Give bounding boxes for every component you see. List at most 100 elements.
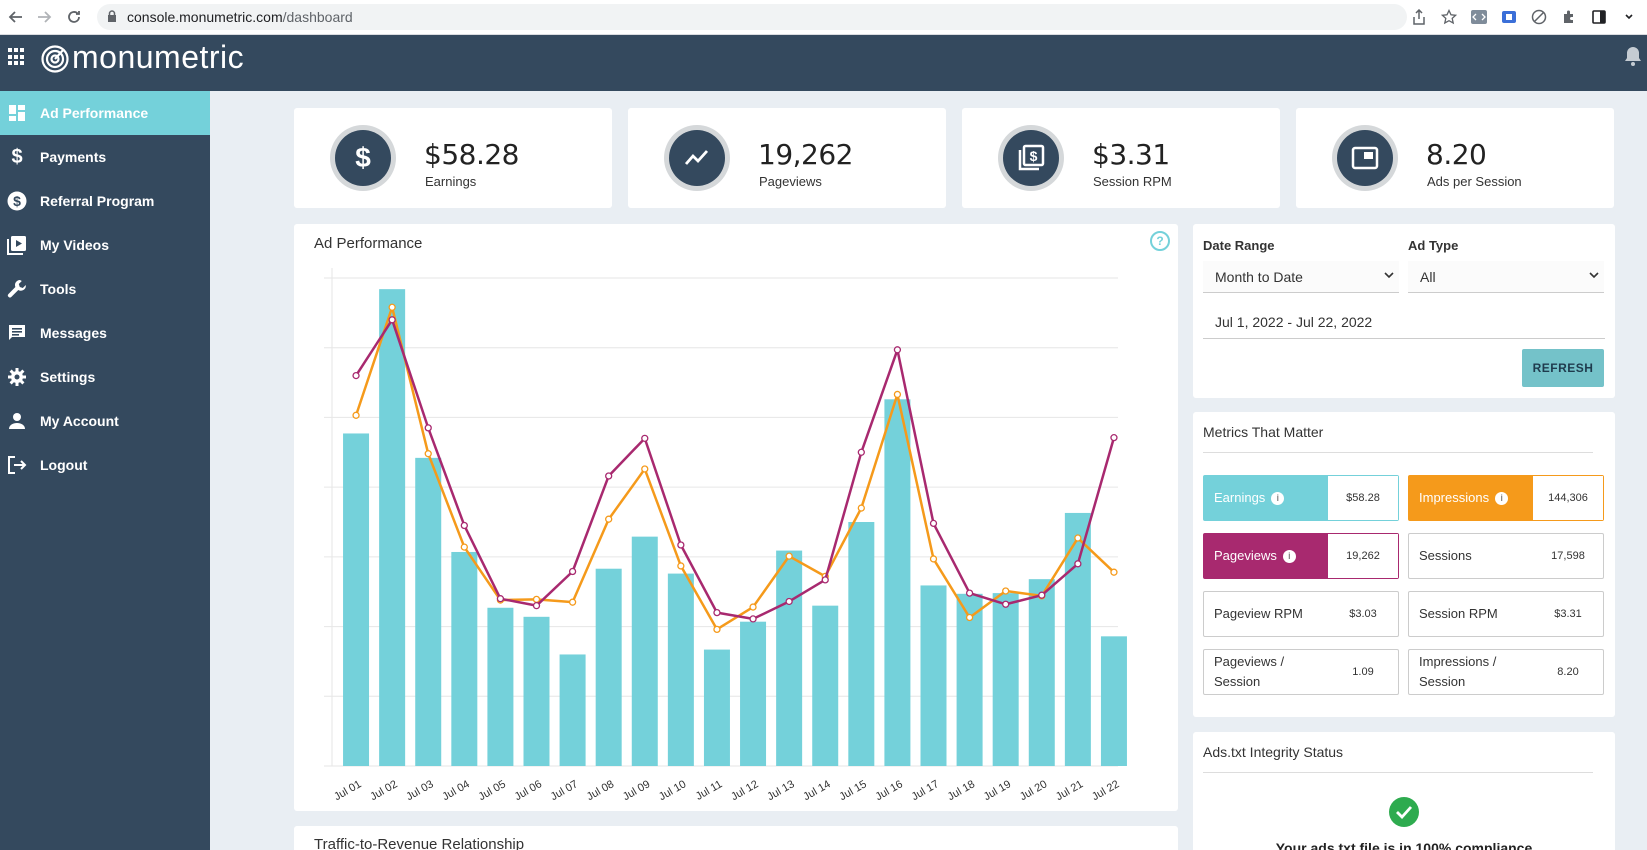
stat-label: Earnings xyxy=(425,174,477,189)
url-host: console.monumetric.com xyxy=(127,9,283,25)
stat-value: 19,262 xyxy=(758,138,853,171)
refresh-button[interactable]: REFRESH xyxy=(1522,349,1604,387)
chart-point xyxy=(1074,560,1082,568)
metric-earnings[interactable]: Earnings i $58.28 xyxy=(1203,475,1399,521)
sidebar-item-tools[interactable]: Tools xyxy=(0,267,210,311)
bookmark-star-icon[interactable] xyxy=(1439,7,1459,27)
chart-point xyxy=(388,316,396,324)
sidebar-item-messages[interactable]: Messages xyxy=(0,311,210,355)
notification-bell-icon[interactable] xyxy=(1623,45,1643,67)
svg-text:$: $ xyxy=(13,193,21,209)
message-icon xyxy=(6,322,28,344)
metric-session-rpm[interactable]: Session RPM $3.31 xyxy=(1408,591,1604,637)
metric-impressions[interactable]: Impressions i 144,306 xyxy=(1408,475,1604,521)
sidebar-item-logout[interactable]: Logout xyxy=(0,443,210,487)
back-icon[interactable] xyxy=(4,5,28,29)
chart-bar xyxy=(451,551,478,766)
metric-value: 17,598 xyxy=(1551,550,1585,562)
chart-bar xyxy=(703,649,730,766)
info-icon[interactable]: i xyxy=(1495,491,1509,505)
chart-point xyxy=(532,602,541,610)
metric-name: Earnings xyxy=(1214,490,1266,505)
chart-bar xyxy=(884,399,911,766)
panel-title: Traffic-to-Revenue Relationship xyxy=(314,836,525,850)
sidebar-item-my-account[interactable]: My Account xyxy=(0,399,210,443)
chart-bar xyxy=(1028,579,1055,766)
sidebar-item-label: My Account xyxy=(40,413,119,429)
apps-grid-icon[interactable] xyxy=(8,48,26,66)
chart-point xyxy=(785,597,793,606)
chart-bar xyxy=(415,457,442,766)
chart-bar xyxy=(740,621,767,766)
chart-bar xyxy=(631,536,658,766)
puzzle-extensions-icon[interactable] xyxy=(1559,7,1579,27)
metric-sessions[interactable]: Sessions 17,598 xyxy=(1408,533,1604,579)
chart-point xyxy=(352,371,360,380)
stat-icon-ring: $ xyxy=(998,125,1064,191)
sidebar-item-my-videos[interactable]: My Videos xyxy=(0,223,210,267)
metric-pageview-rpm[interactable]: Pageview RPM $3.03 xyxy=(1203,591,1399,637)
sidebar-item-referral-program[interactable]: $ Referral Program xyxy=(0,179,210,223)
help-question-icon[interactable]: ? xyxy=(1150,231,1170,251)
sidebar-item-label: Ad Performance xyxy=(40,105,149,121)
address-bar[interactable]: console.monumetric.com/dashboard xyxy=(97,4,1407,30)
sidebar-item-payments[interactable]: $ Payments xyxy=(0,135,210,179)
gear-icon xyxy=(6,366,28,388)
share-icon[interactable] xyxy=(1409,7,1429,27)
info-icon[interactable]: i xyxy=(1271,491,1285,505)
x-tick-label: Jul 16 xyxy=(873,778,904,803)
x-tick-label: Jul 06 xyxy=(513,778,544,803)
metric-name: Impressions xyxy=(1419,490,1490,505)
extension-blue-icon[interactable] xyxy=(1499,7,1519,27)
forward-icon[interactable] xyxy=(32,5,56,29)
chart-point xyxy=(1110,568,1118,576)
x-tick-label: Jul 01 xyxy=(332,778,363,803)
metric-pageviews-per-session[interactable]: Pageviews / Session 1.09 xyxy=(1203,649,1399,695)
x-tick-label: Jul 13 xyxy=(765,778,796,803)
ad-performance-chart: Jul 01 Jul 02 Jul 03 Jul 04 Jul 05 Jul 06 Jul … xyxy=(324,268,1127,803)
info-icon[interactable]: i xyxy=(1282,549,1296,563)
ad-type-select[interactable]: All xyxy=(1408,261,1604,293)
chart-point xyxy=(929,555,938,563)
chart-point xyxy=(713,625,721,634)
chart-bar xyxy=(667,573,694,766)
chevron-down-icon xyxy=(1588,269,1600,284)
chart-point xyxy=(532,595,541,604)
dollar-circle-icon: $ xyxy=(6,190,28,212)
metric-name: Sessions xyxy=(1419,548,1472,563)
traffic-revenue-panel xyxy=(294,826,1178,850)
chart-bar xyxy=(812,605,839,766)
chart-point xyxy=(424,450,432,458)
dashboard-icon xyxy=(6,102,28,124)
metric-impressions-per-session[interactable]: Impressions / Session 8.20 xyxy=(1408,649,1604,695)
profile-menu-icon[interactable] xyxy=(1619,7,1639,27)
sidebar-item-settings[interactable]: Settings xyxy=(0,355,210,399)
blocked-circle-icon[interactable] xyxy=(1529,7,1549,27)
lock-icon xyxy=(107,9,117,25)
metric-pageviews[interactable]: Pageviews i 19,262 xyxy=(1203,533,1399,579)
stat-card-session-rpm: $ $3.31 Session RPM xyxy=(962,108,1280,208)
code-extension-icon[interactable] xyxy=(1469,7,1489,27)
ads-txt-status: Your ads.txt file is in 100% compliance xyxy=(1275,840,1533,850)
chart-point xyxy=(965,613,974,622)
x-tick-label: Jul 02 xyxy=(368,778,399,803)
sidebar-item-label: Logout xyxy=(40,457,88,473)
chart-bar xyxy=(559,654,586,766)
ads-txt-panel xyxy=(1193,732,1615,850)
trend-line-icon xyxy=(669,130,725,186)
chart-bar xyxy=(776,550,803,766)
side-panel-icon[interactable] xyxy=(1589,7,1609,27)
metric-name: Pageview RPM xyxy=(1214,606,1303,621)
sidebar-item-ad-performance[interactable]: Ad Performance xyxy=(0,91,210,135)
reload-icon[interactable] xyxy=(62,5,86,29)
chart-series-line xyxy=(354,318,1116,621)
date-range-select[interactable]: Month to Date xyxy=(1203,261,1399,293)
sidebar-item-label: Payments xyxy=(40,149,107,165)
chart-bar xyxy=(992,593,1019,766)
stat-card-pageviews: 19,262 Pageviews xyxy=(628,108,946,208)
brand-logo[interactable]: monumetric xyxy=(40,39,244,76)
metric-name: Session RPM xyxy=(1419,606,1498,621)
x-tick-label: Jul 15 xyxy=(837,778,868,803)
date-range-input[interactable]: Jul 1, 2022 - Jul 22, 2022 xyxy=(1203,305,1605,339)
chart-point xyxy=(965,589,974,597)
